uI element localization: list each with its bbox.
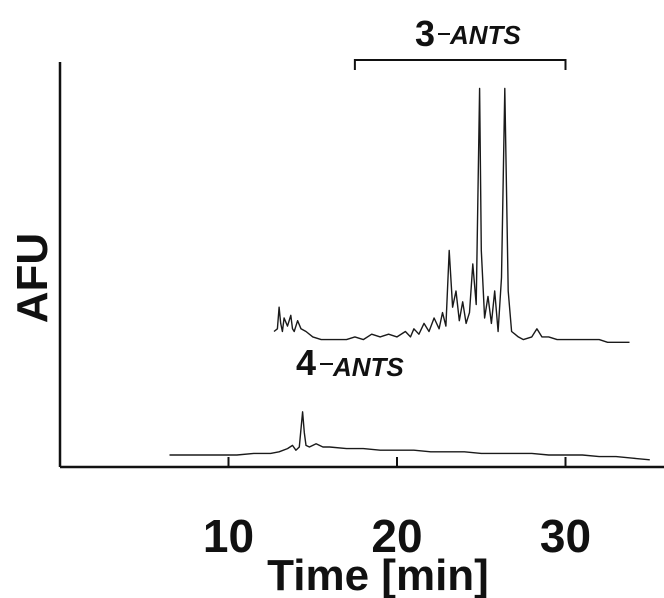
trace-series-1 <box>273 87 630 343</box>
annotation-4-text: ANTS <box>332 352 404 382</box>
x-axis-title: Time [min] <box>267 551 489 598</box>
annotation-4-number: 4 <box>296 342 316 383</box>
trace-series-2 <box>169 411 650 461</box>
annotation-3-text: ANTS <box>449 20 521 50</box>
x-tick-label: 10 <box>203 510 254 562</box>
annotation-3-number: 3 <box>415 13 435 54</box>
y-axis-title: AFU <box>8 233 57 323</box>
annotation-3-bracket <box>353 59 567 70</box>
x-tick-label: 20 <box>371 510 422 562</box>
x-tick-label: 30 <box>540 510 591 562</box>
